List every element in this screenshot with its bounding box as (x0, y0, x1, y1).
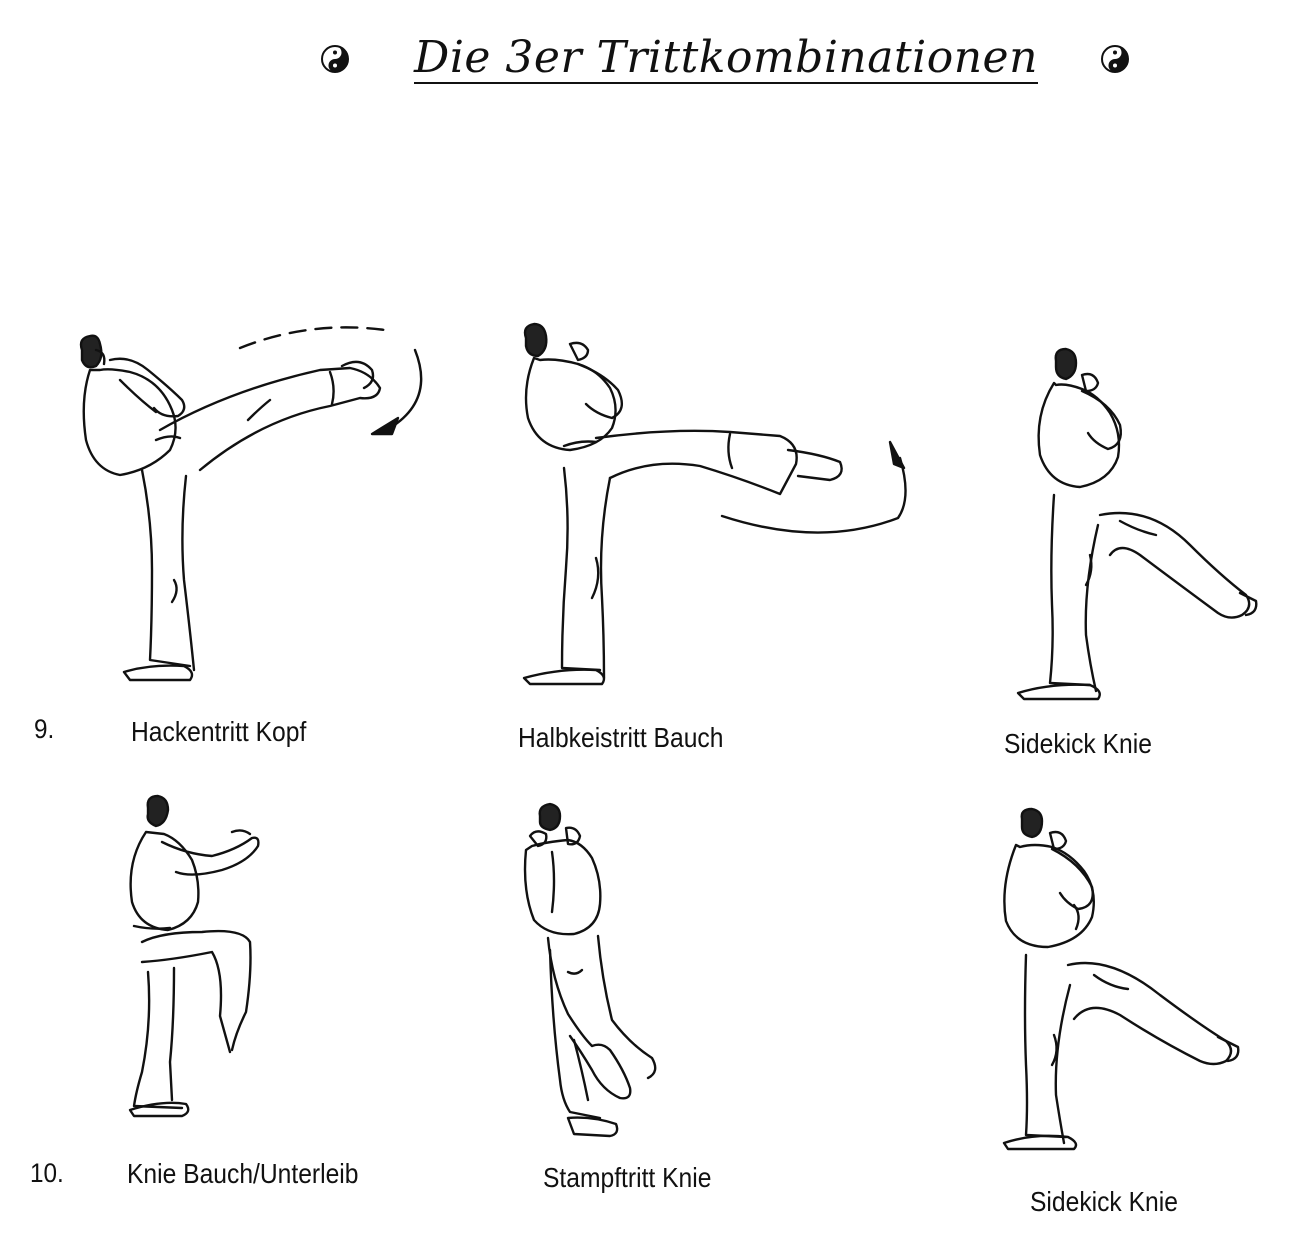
half-circle-kick-figure (500, 318, 920, 698)
heel-kick-figure (60, 310, 440, 700)
header: Die 3er Trittkombinationen (0, 28, 1291, 98)
side-kick-figure (990, 805, 1250, 1155)
kick-label: Hackentritt Kopf (131, 716, 307, 747)
knee-strike-figure (112, 792, 282, 1122)
stomp-kick-figure (512, 800, 672, 1142)
kick-label: Sidekick Knie (1004, 728, 1152, 759)
kick-label: Knie Bauch/Unterleib (127, 1158, 359, 1189)
kick-label: Halbkeistritt Bauch (518, 722, 724, 753)
kick-label: Sidekick Knie (1030, 1186, 1178, 1217)
page-title: Die 3er Trittkombinationen (414, 32, 1038, 83)
yin-yang-icon (1101, 45, 1129, 73)
yin-yang-icon (321, 45, 349, 73)
row-number: 9. (34, 714, 55, 744)
title-underline (414, 82, 1038, 84)
kick-label: Stampftritt Knie (543, 1162, 712, 1193)
side-kick-figure (1010, 345, 1270, 705)
row-number: 10. (30, 1158, 64, 1188)
